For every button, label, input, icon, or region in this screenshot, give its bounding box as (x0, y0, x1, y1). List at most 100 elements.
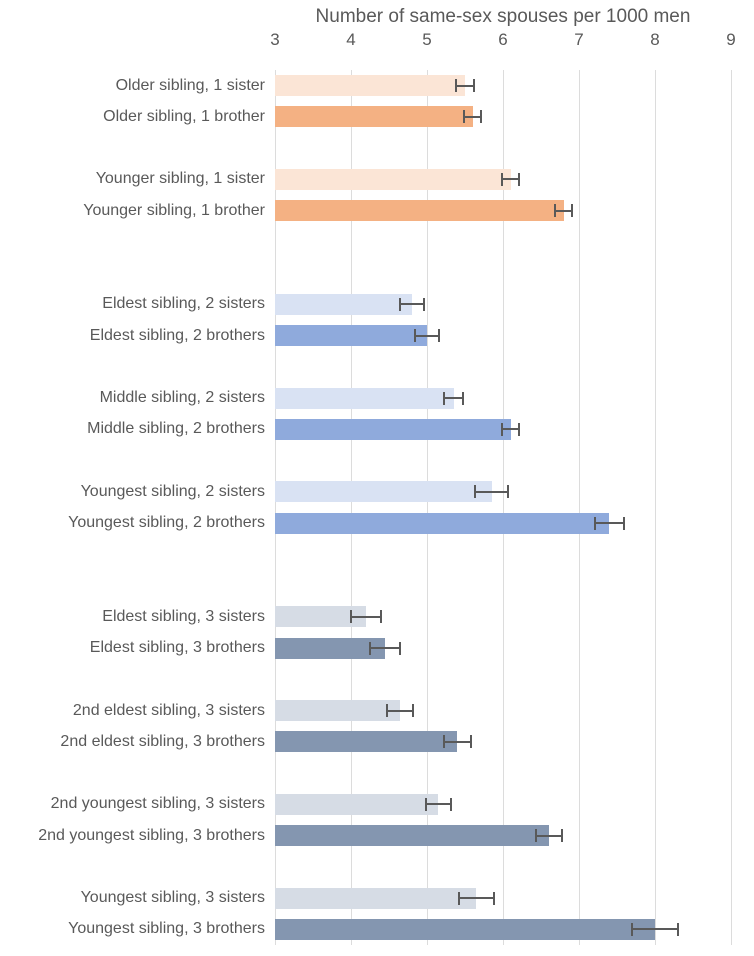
error-bar-cap-left (501, 172, 504, 186)
error-bar (370, 647, 401, 650)
category-label: Eldest sibling, 2 sisters (102, 295, 265, 313)
bar (275, 293, 412, 315)
bar (275, 731, 458, 753)
category-label: Older sibling, 1 sister (115, 76, 265, 94)
x-tick-label: 9 (726, 30, 736, 49)
x-tick-label: 7 (574, 30, 584, 49)
error-bar (594, 522, 624, 525)
category-label: Youngest sibling, 2 brothers (68, 514, 265, 532)
category-label: Middle sibling, 2 sisters (99, 389, 265, 407)
x-tick-label: 3 (270, 30, 280, 49)
category-label: Eldest sibling, 2 brothers (89, 326, 265, 344)
category-label: 2nd youngest sibling, 3 sisters (50, 795, 265, 813)
bar (275, 825, 549, 847)
error-bar (443, 397, 464, 400)
error-bar-cap-left (369, 641, 371, 655)
error-bar-cap-right (560, 829, 563, 843)
error-bar-cap-left (442, 391, 445, 405)
category-label: 2nd eldest sibling, 3 brothers (60, 732, 265, 750)
bar (275, 106, 473, 128)
error-bar-cap-left (463, 110, 466, 124)
bar (275, 200, 564, 222)
error-bar-cap-right (676, 922, 679, 936)
bar (275, 481, 492, 503)
category-label: Eldest sibling, 3 sisters (102, 607, 265, 625)
bar (275, 606, 367, 628)
error-bar-cap-left (413, 329, 416, 343)
x-tick-label: 8 (650, 30, 660, 49)
error-bar-cap-right (492, 891, 495, 905)
error-bar (414, 334, 440, 337)
error-bar-cap-right (449, 797, 452, 811)
gridline (427, 70, 428, 945)
gridline (351, 70, 352, 945)
error-bar-cap-right (462, 391, 465, 405)
gridline (731, 70, 732, 945)
bar (275, 918, 655, 940)
error-bar (502, 178, 519, 181)
error-bar-cap-right (479, 110, 482, 124)
category-label: Middle sibling, 2 brothers (87, 420, 265, 438)
bar (275, 887, 477, 909)
error-bar-cap-right (399, 641, 402, 655)
category-label: Youngest sibling, 3 sisters (80, 889, 265, 907)
error-bar-cap-right (507, 485, 510, 499)
error-bar (535, 834, 562, 837)
error-bar (426, 803, 451, 806)
gridline (579, 70, 580, 945)
gridline (655, 70, 656, 945)
bar (275, 325, 427, 347)
bar (275, 418, 511, 440)
category-label: 2nd eldest sibling, 3 sisters (72, 701, 265, 719)
error-bar-cap-left (554, 204, 557, 218)
error-bar (502, 428, 519, 431)
error-bar-cap-left (534, 829, 537, 843)
bar (275, 168, 511, 190)
bar (275, 793, 439, 815)
error-bar-cap-left (386, 704, 389, 718)
error-bar (555, 209, 573, 212)
error-bar-cap-right (473, 79, 476, 93)
error-bar-cap-left (442, 735, 445, 749)
error-bar-cap-right (438, 329, 441, 343)
error-bar-cap-right (517, 172, 520, 186)
error-bar-cap-right (412, 704, 415, 718)
error-bar-cap-left (398, 297, 401, 311)
error-bar-cap-right (622, 516, 625, 530)
error-bar (351, 615, 382, 618)
gridline (275, 70, 276, 945)
error-bar (387, 709, 414, 712)
category-label: Eldest sibling, 3 brothers (89, 639, 265, 657)
category-label: 2nd youngest sibling, 3 brothers (38, 826, 265, 844)
error-bar (632, 928, 678, 931)
bar (275, 387, 454, 409)
error-bar-cap-left (457, 891, 460, 905)
error-bar (458, 897, 494, 900)
error-bar-cap-right (517, 422, 520, 436)
error-bar-cap-right (380, 610, 383, 624)
error-bar-cap-right (470, 735, 473, 749)
x-tick-label: 4 (346, 30, 356, 49)
error-bar-cap-left (425, 797, 428, 811)
category-label: Younger sibling, 1 sister (95, 170, 265, 188)
bar (275, 637, 386, 659)
error-bar (474, 490, 509, 493)
error-bar-cap-left (631, 922, 634, 936)
bar (275, 700, 401, 722)
error-bar-cap-left (350, 610, 352, 624)
bar (275, 75, 465, 97)
error-bar-cap-left (593, 516, 596, 530)
category-label: Youngest sibling, 3 brothers (68, 920, 265, 938)
category-label: Older sibling, 1 brother (103, 107, 265, 125)
category-label: Younger sibling, 1 brother (83, 201, 265, 219)
error-bar (464, 115, 481, 118)
error-bar-cap-left (473, 485, 476, 499)
x-tick-label: 6 (498, 30, 508, 49)
category-label: Youngest sibling, 2 sisters (80, 482, 265, 500)
error-bar-cap-left (501, 422, 504, 436)
bar (275, 512, 610, 534)
error-bar (399, 303, 424, 306)
error-bar-cap-right (422, 297, 425, 311)
error-bar (455, 84, 475, 87)
